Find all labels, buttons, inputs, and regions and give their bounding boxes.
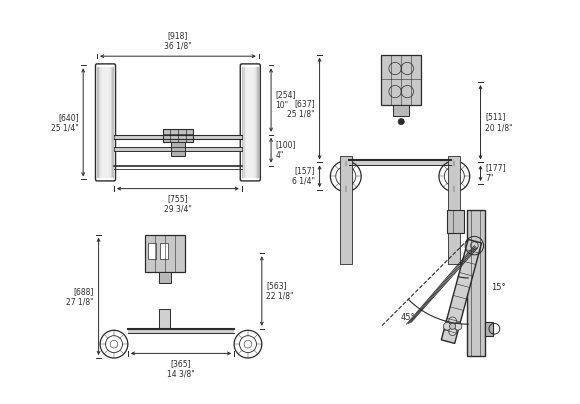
Text: [511]
20 1/8": [511] 20 1/8" — [485, 113, 513, 132]
Bar — [97, 67, 114, 178]
Text: [918]
36 1/8": [918] 36 1/8" — [164, 32, 192, 51]
Bar — [99, 67, 113, 178]
Bar — [349, 160, 451, 165]
Circle shape — [398, 118, 404, 125]
Circle shape — [449, 328, 456, 335]
Bar — [159, 272, 171, 282]
Bar — [160, 242, 168, 259]
Bar — [128, 329, 234, 333]
Text: 15°: 15° — [491, 283, 506, 292]
Bar — [246, 67, 254, 178]
Bar — [114, 147, 242, 151]
Text: [254]
10": [254] 10" — [276, 90, 296, 110]
Circle shape — [443, 322, 451, 330]
Text: [563]
22 1/8": [563] 22 1/8" — [266, 281, 294, 301]
Bar — [485, 322, 493, 336]
Text: [640]
25 1/4": [640] 25 1/4" — [51, 113, 78, 132]
Text: [100]
4": [100] 4" — [276, 141, 296, 160]
Text: [177]
7": [177] 7" — [485, 164, 506, 183]
Bar — [244, 67, 257, 178]
Text: [755]
29 3/4": [755] 29 3/4" — [164, 194, 192, 213]
Circle shape — [449, 317, 456, 325]
Bar — [448, 156, 461, 264]
Bar — [162, 129, 193, 143]
Bar — [114, 135, 242, 139]
Circle shape — [450, 323, 456, 329]
Text: [157]
6 1/4": [157] 6 1/4" — [292, 166, 315, 186]
Bar — [160, 309, 170, 329]
Text: [637]
25 1/8": [637] 25 1/8" — [287, 99, 315, 118]
Bar — [102, 67, 110, 178]
Text: 45°: 45° — [401, 313, 415, 322]
Bar — [100, 67, 111, 178]
Bar — [381, 55, 421, 105]
Circle shape — [454, 322, 462, 330]
Bar — [171, 143, 185, 156]
Bar — [245, 67, 256, 178]
Bar — [393, 105, 409, 116]
Polygon shape — [441, 240, 481, 343]
Text: [365]
14 3/8": [365] 14 3/8" — [167, 359, 195, 378]
Bar — [340, 156, 352, 264]
Bar — [145, 235, 185, 272]
Bar — [148, 242, 155, 259]
Text: [688]
27 1/8": [688] 27 1/8" — [66, 287, 94, 306]
Bar — [447, 210, 463, 233]
Bar — [467, 210, 485, 356]
Bar — [242, 67, 259, 178]
